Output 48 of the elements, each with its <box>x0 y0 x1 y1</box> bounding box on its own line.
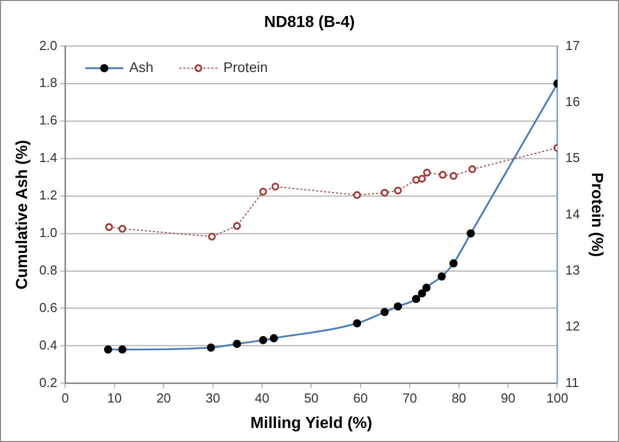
y-tick-label: 1.0 <box>39 225 58 240</box>
x-tick-label: 40 <box>254 390 270 406</box>
point <box>118 224 126 233</box>
point <box>233 222 241 230</box>
x-tick-label: 50 <box>304 390 319 406</box>
x-tick-label: 10 <box>107 390 122 406</box>
y2-tick-label: 16 <box>565 94 580 109</box>
point <box>208 232 216 241</box>
point <box>380 188 389 197</box>
y2-tick-label: 12 <box>565 318 580 334</box>
chart-title: ND818 (B-4) <box>264 14 355 32</box>
point <box>418 174 426 183</box>
point <box>394 186 402 194</box>
point <box>450 172 458 180</box>
x-tick-label: 90 <box>500 390 516 406</box>
point <box>353 191 361 199</box>
y2-tick-label: 15 <box>565 150 580 166</box>
y2-tick-label: 13 <box>565 262 580 278</box>
x-tick-label: 60 <box>353 390 368 406</box>
point <box>438 170 447 179</box>
y-tick-label: 2.0 <box>39 38 58 53</box>
y-tick-label: 1.6 <box>39 112 58 128</box>
y2-tick-label: 11 <box>565 374 579 390</box>
x-tick-label: 100 <box>546 390 568 406</box>
y-tick-label: 0.6 <box>39 300 58 315</box>
legend-label: Ash <box>129 59 154 76</box>
point <box>259 188 267 196</box>
y-tick-label: 1.8 <box>39 75 58 90</box>
x-axis-title: Milling Yield (%) <box>250 414 372 432</box>
x-tick-label: 20 <box>156 390 171 406</box>
y2-tick-label: 17 <box>565 38 580 53</box>
point <box>468 165 476 174</box>
point <box>105 223 113 231</box>
y-tick-label: 1.4 <box>39 150 58 166</box>
x-tick-label: 70 <box>402 390 417 406</box>
y-tick-label: 1.2 <box>39 188 58 203</box>
y-tick-label: 0.4 <box>39 337 58 352</box>
x-tick-label: 80 <box>452 390 466 406</box>
point <box>423 168 431 176</box>
y-axis-title: Cumulative Ash (%) <box>14 140 32 290</box>
x-tick-label: 30 <box>206 390 220 406</box>
legend-label: Protein <box>223 59 268 76</box>
x-tick-label: 0 <box>62 390 69 406</box>
point <box>271 182 280 191</box>
y-tick-label: 0.8 <box>39 262 58 278</box>
y2-tick-label: 14 <box>565 206 580 222</box>
y2-axis-title: Protein (%) <box>588 172 605 257</box>
y-tick-label: 0.2 <box>39 374 58 390</box>
